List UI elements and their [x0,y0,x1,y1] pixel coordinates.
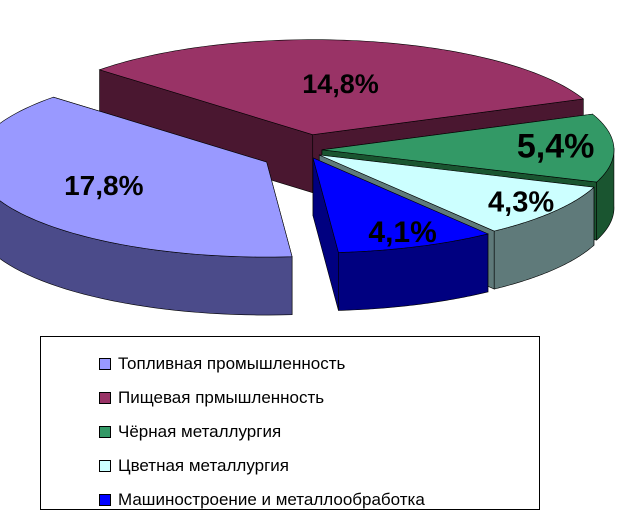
pie-slice [312,157,489,253]
pie-slice-value-label: 14,8% [302,69,379,99]
pie-slice-value-label: 4,1% [368,216,436,249]
legend-item-machine-building: Машиностроение и металлообработка [99,483,539,517]
pie-chart: 17,8% 14,8% 5,4% 4,3% 4,1% [0,39,615,316]
legend-item-nonferrous-metallurgy: Цветная металлургия [99,449,539,483]
legend-swatch [99,426,111,438]
legend-label: Цветная металлургия [118,456,289,475]
pie-slice-labels: 17,8% 14,8% 5,4% 4,3% 4,1% [64,69,594,249]
pie-slice-value-label: 4,3% [488,186,554,218]
legend-swatch [99,494,111,506]
legend-label: Топливная промышленность [118,354,346,373]
chart-legend: Топливная промышленность Пищевая прмышле… [40,336,540,510]
legend-item-fuel-industry: Топливная промышленность [99,347,539,381]
pie-slice-value-label: 5,4% [517,127,595,165]
legend-label: Пищевая прмышленность [118,388,325,407]
pie-slice [0,96,293,258]
pie-slice [321,113,615,183]
pie-slice-value-label: 17,8% [64,170,143,201]
pie-slice [98,39,585,135]
legend-swatch [99,460,111,472]
legend-item-food-industry: Пищевая прмышленность [99,381,539,415]
legend-item-ferrous-metallurgy: Чёрная металлургия [99,415,539,449]
pie-slice [319,154,595,232]
legend-label: Машиностроение и металлообработка [118,490,425,509]
pie-slice-tops [0,39,615,258]
legend-swatch [99,392,111,404]
legend-swatch [99,358,111,370]
legend-label: Чёрная металлургия [118,422,282,441]
pie-slice-side [312,157,489,311]
